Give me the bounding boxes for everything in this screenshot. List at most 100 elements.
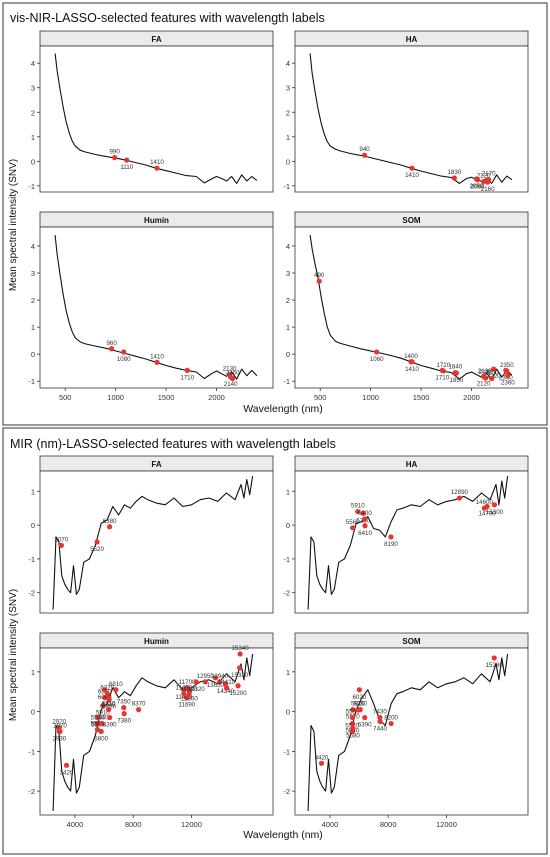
spectrum-line-humin [52, 653, 254, 812]
x-tick-label-som: 500 [314, 393, 327, 402]
selected-point-humin [154, 359, 160, 365]
selected-point-som [349, 714, 356, 721]
y-tick-label-som: 2 [286, 296, 290, 305]
selected-point-som [356, 687, 362, 693]
point-label-som: 2120 [477, 380, 491, 387]
selected-point-fa [124, 157, 130, 163]
point-label-som: 7440 [373, 726, 387, 733]
point-label-ha: 14600 [476, 499, 494, 506]
point-label-fa: 1410 [150, 159, 164, 166]
panel-humin: Humin -1 0 1 2 3 4 500 1000 1500 2000 960 1080 1410 17… [28, 211, 274, 402]
y-tick-label-ha: 0 [286, 157, 290, 166]
point-label-som: 1850 [450, 377, 464, 384]
x-tick-label-humin: 1000 [107, 393, 124, 402]
selected-point-som [377, 718, 383, 725]
y-tick-label-som: -2 [283, 787, 290, 796]
selected-point-humin [121, 349, 127, 355]
selected-point-som [357, 707, 363, 713]
y-tick-label-som: 1 [286, 323, 290, 332]
selected-point-humin [121, 705, 127, 711]
mir-section-frame [2, 427, 548, 855]
point-label-humin: 6310 [102, 701, 116, 708]
point-label-ha: 6400 [358, 510, 372, 517]
point-label-som: 2360 [501, 379, 515, 386]
y-tick-label-humin: 1 [31, 323, 35, 332]
selected-point-fa [107, 524, 113, 530]
visnir-x-axis-title: Wavelength (nm) [243, 403, 323, 415]
point-label-som: 2140 [479, 369, 493, 376]
y-tick-label-humin: -1 [28, 377, 35, 386]
selected-point-ha [360, 510, 366, 516]
selected-point-ha [451, 175, 457, 181]
point-label-ha: 15300 [486, 509, 504, 516]
selected-point-humin [217, 679, 223, 685]
mir-panels: FA-2-101307055206380HA-2-101591062805560… [28, 455, 529, 829]
selected-point-humin [105, 695, 112, 701]
selected-point-ha [362, 516, 368, 522]
point-label-ha: 1410 [405, 172, 419, 179]
y-tick-label-ha: -1 [283, 182, 290, 191]
y-tick-label-som: 3 [286, 269, 290, 278]
point-label-fa: 1110 [120, 164, 133, 171]
point-label-som: 2340 [499, 374, 513, 381]
selected-point-humin [121, 711, 127, 717]
point-label-humin: 11470 [175, 694, 192, 701]
visnir-section: vis-NIR-LASSO-selected features with wav… [2, 2, 548, 426]
panel-ha: HA-2-10159106280556064106400819012890153… [283, 455, 529, 614]
panel-strip-label-humin: Humin [144, 637, 169, 646]
x-tick-label-humin: 2000 [208, 393, 225, 402]
point-label-humin: 960 [106, 340, 117, 347]
selected-point-ha [481, 178, 487, 185]
y-tick-label-ha: -1 [283, 555, 290, 564]
selected-point-som [350, 725, 356, 731]
x-tick-label-humin: 8000 [125, 820, 142, 829]
panel-som: SOM-2-1014000800012000342055705550554055… [283, 632, 529, 829]
point-label-ha: 6410 [358, 530, 372, 537]
panel-strip-label-som: SOM [402, 216, 421, 225]
panel-humin: Humin -2 -1 0 1 4000 8000 12000 2920 2930 2970 3420… [28, 632, 274, 829]
point-label-ha: 2170 [482, 171, 496, 178]
panel-som: SOM -1 0 1 2 3 4 500 1000 1500 2000 490 1060 1400 1410… [283, 211, 529, 402]
point-label-humin: 2970 [53, 723, 67, 730]
point-label-fa: 6380 [103, 518, 117, 525]
panel-strip-label-som: SOM [402, 637, 421, 646]
selected-point-humin [230, 375, 236, 382]
point-label-humin: 11690 [179, 702, 196, 709]
point-label-som: 2200 [485, 370, 499, 377]
y-tick-label-ha: 0 [286, 521, 290, 530]
selected-point-som [489, 375, 495, 382]
point-label-som: 2350 [500, 362, 514, 369]
y-tick-label-fa: 0 [31, 521, 35, 530]
selected-point-som [439, 367, 445, 374]
visnir-y-axis-title: Mean spectral intensity (SNV) [8, 159, 19, 291]
x-tick-label-som: 4000 [322, 820, 339, 829]
mir-x-axis-title: Wavelength (nm) [243, 829, 323, 841]
y-tick-label-som: 0 [286, 708, 290, 717]
selected-point-ha [409, 165, 415, 171]
y-tick-label-ha: -2 [283, 589, 290, 598]
point-label-ha: 2120 [477, 172, 491, 179]
point-label-som: 1410 [405, 366, 419, 373]
point-label-humin: 6300 [102, 702, 116, 709]
selected-point-som [388, 720, 394, 727]
visnir-section-title: vis-NIR-LASSO-selected features with wav… [10, 11, 325, 25]
y-tick-label-fa: -1 [28, 182, 35, 191]
y-tick-label-som: 4 [286, 242, 290, 251]
point-label-som: 15280 [486, 662, 504, 669]
point-label-humin: 5910 [96, 710, 110, 717]
point-label-som: 8200 [384, 715, 398, 722]
y-tick-label-humin: 0 [31, 350, 35, 359]
y-tick-label-fa: 2 [31, 108, 35, 117]
panel-strip-label-fa: FA [151, 460, 161, 469]
selected-point-som [318, 760, 325, 766]
point-label-som: 5910 [351, 701, 365, 708]
point-label-humin: 6390 [103, 722, 117, 729]
point-label-humin: 15340 [231, 645, 249, 652]
x-tick-label-som: 1000 [362, 393, 379, 402]
selected-point-som [504, 368, 510, 374]
selected-point-som [483, 375, 489, 381]
selected-point-som [409, 359, 415, 365]
mir-section-title: MIR (nm)-LASSO-selected features with wa… [10, 437, 336, 451]
point-label-som: 3420 [315, 754, 329, 761]
